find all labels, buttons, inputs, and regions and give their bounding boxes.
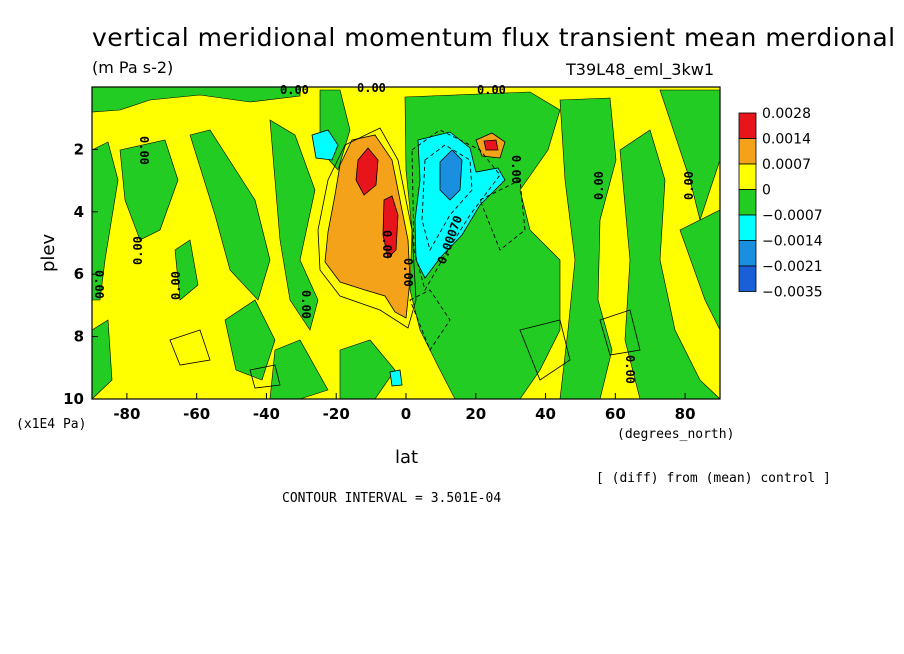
y-tick-label: 4 [74, 203, 84, 221]
colorbar-swatch [738, 138, 757, 165]
negative-contours [409, 129, 526, 351]
x-tick-label: 60 [605, 405, 626, 423]
y-axis-ticks: 2 4 6 8 10 [63, 140, 98, 408]
y-axis-units: (x1E4 Pa) [16, 417, 86, 432]
x-tick-label: -40 [253, 405, 280, 423]
contour-label: 0.00 [380, 230, 394, 259]
y-axis-label: plev [38, 233, 59, 272]
x-tick-label: 40 [535, 405, 556, 423]
x-tick-label: -60 [183, 405, 210, 423]
units-label: (m Pa s-2) [92, 58, 173, 77]
colorbar-swatch [738, 163, 757, 190]
run-label: T39L48_eml_3kw1 [565, 60, 714, 80]
colorbar: 0.0028 0.0014 0.0007 0 −0.0007 −0.0014 −0.0021… [738, 106, 823, 301]
cyan-regions [311, 129, 506, 387]
plot-area: 0.00 0.00 0.00 0.00 0.00 0.00 0.00 0.00 … [63, 81, 721, 423]
contour-label: 0.00 [682, 171, 696, 200]
orange-region [324, 132, 506, 319]
contour-label: 0.00 [401, 258, 415, 287]
contour-label: 0.00 [131, 236, 145, 265]
diff-note: [ (diff) from (mean) control ] [596, 471, 831, 486]
contour-label: 0.00 [299, 290, 313, 319]
colorbar-swatch [738, 214, 757, 241]
colorbar-label: 0 [762, 183, 771, 199]
contour-label: 0.00 [357, 81, 386, 95]
contour-label: 0.00 [92, 270, 106, 299]
positive-contours [169, 127, 641, 389]
colorbar-label: −0.0035 [762, 285, 823, 301]
x-axis-units: (degrees_north) [617, 427, 734, 442]
contour-label: 0.00 [169, 271, 183, 300]
colorbar-label: 0.0028 [762, 106, 811, 122]
x-tick-label: 0 [401, 405, 411, 423]
colorbar-swatch [738, 189, 757, 216]
x-tick-label: -80 [113, 405, 140, 423]
colorbar-swatch [738, 112, 757, 139]
contour-label: 0.00 [623, 355, 637, 384]
x-axis-ticks: -80 -60 -40 -20 0 20 40 60 80 [113, 393, 696, 423]
colorbar-label: 0.0007 [762, 157, 811, 173]
y-tick-label: 10 [63, 390, 84, 408]
colorbar-label: −0.0007 [762, 208, 823, 224]
contour-label: 0.00 [137, 136, 151, 165]
x-tick-label: -20 [323, 405, 350, 423]
contour-label: 0.00 [477, 83, 506, 97]
y-tick-label: 6 [74, 265, 84, 283]
y-tick-label: 2 [74, 140, 84, 158]
contour-interval: CONTOUR INTERVAL = 3.501E-04 [282, 491, 501, 506]
x-tick-label: 20 [465, 405, 486, 423]
y-tick-label: 8 [74, 328, 84, 346]
colorbar-label: 0.0014 [762, 132, 811, 148]
chart-title: vertical meridional momentum flux transi… [92, 23, 896, 52]
x-axis-label: lat [395, 447, 418, 468]
blue-core [439, 149, 463, 201]
contour-label: 0.00 [592, 171, 606, 200]
red-cores [355, 139, 499, 259]
contour-label: 0.00 [280, 83, 309, 97]
x-tick-label: 80 [675, 405, 696, 423]
colorbar-label: −0.0021 [762, 259, 823, 275]
contour-label: 0.00 [509, 155, 523, 184]
colorbar-swatch [738, 265, 757, 292]
colorbar-swatch [738, 240, 757, 267]
colorbar-label: −0.0014 [762, 234, 823, 250]
